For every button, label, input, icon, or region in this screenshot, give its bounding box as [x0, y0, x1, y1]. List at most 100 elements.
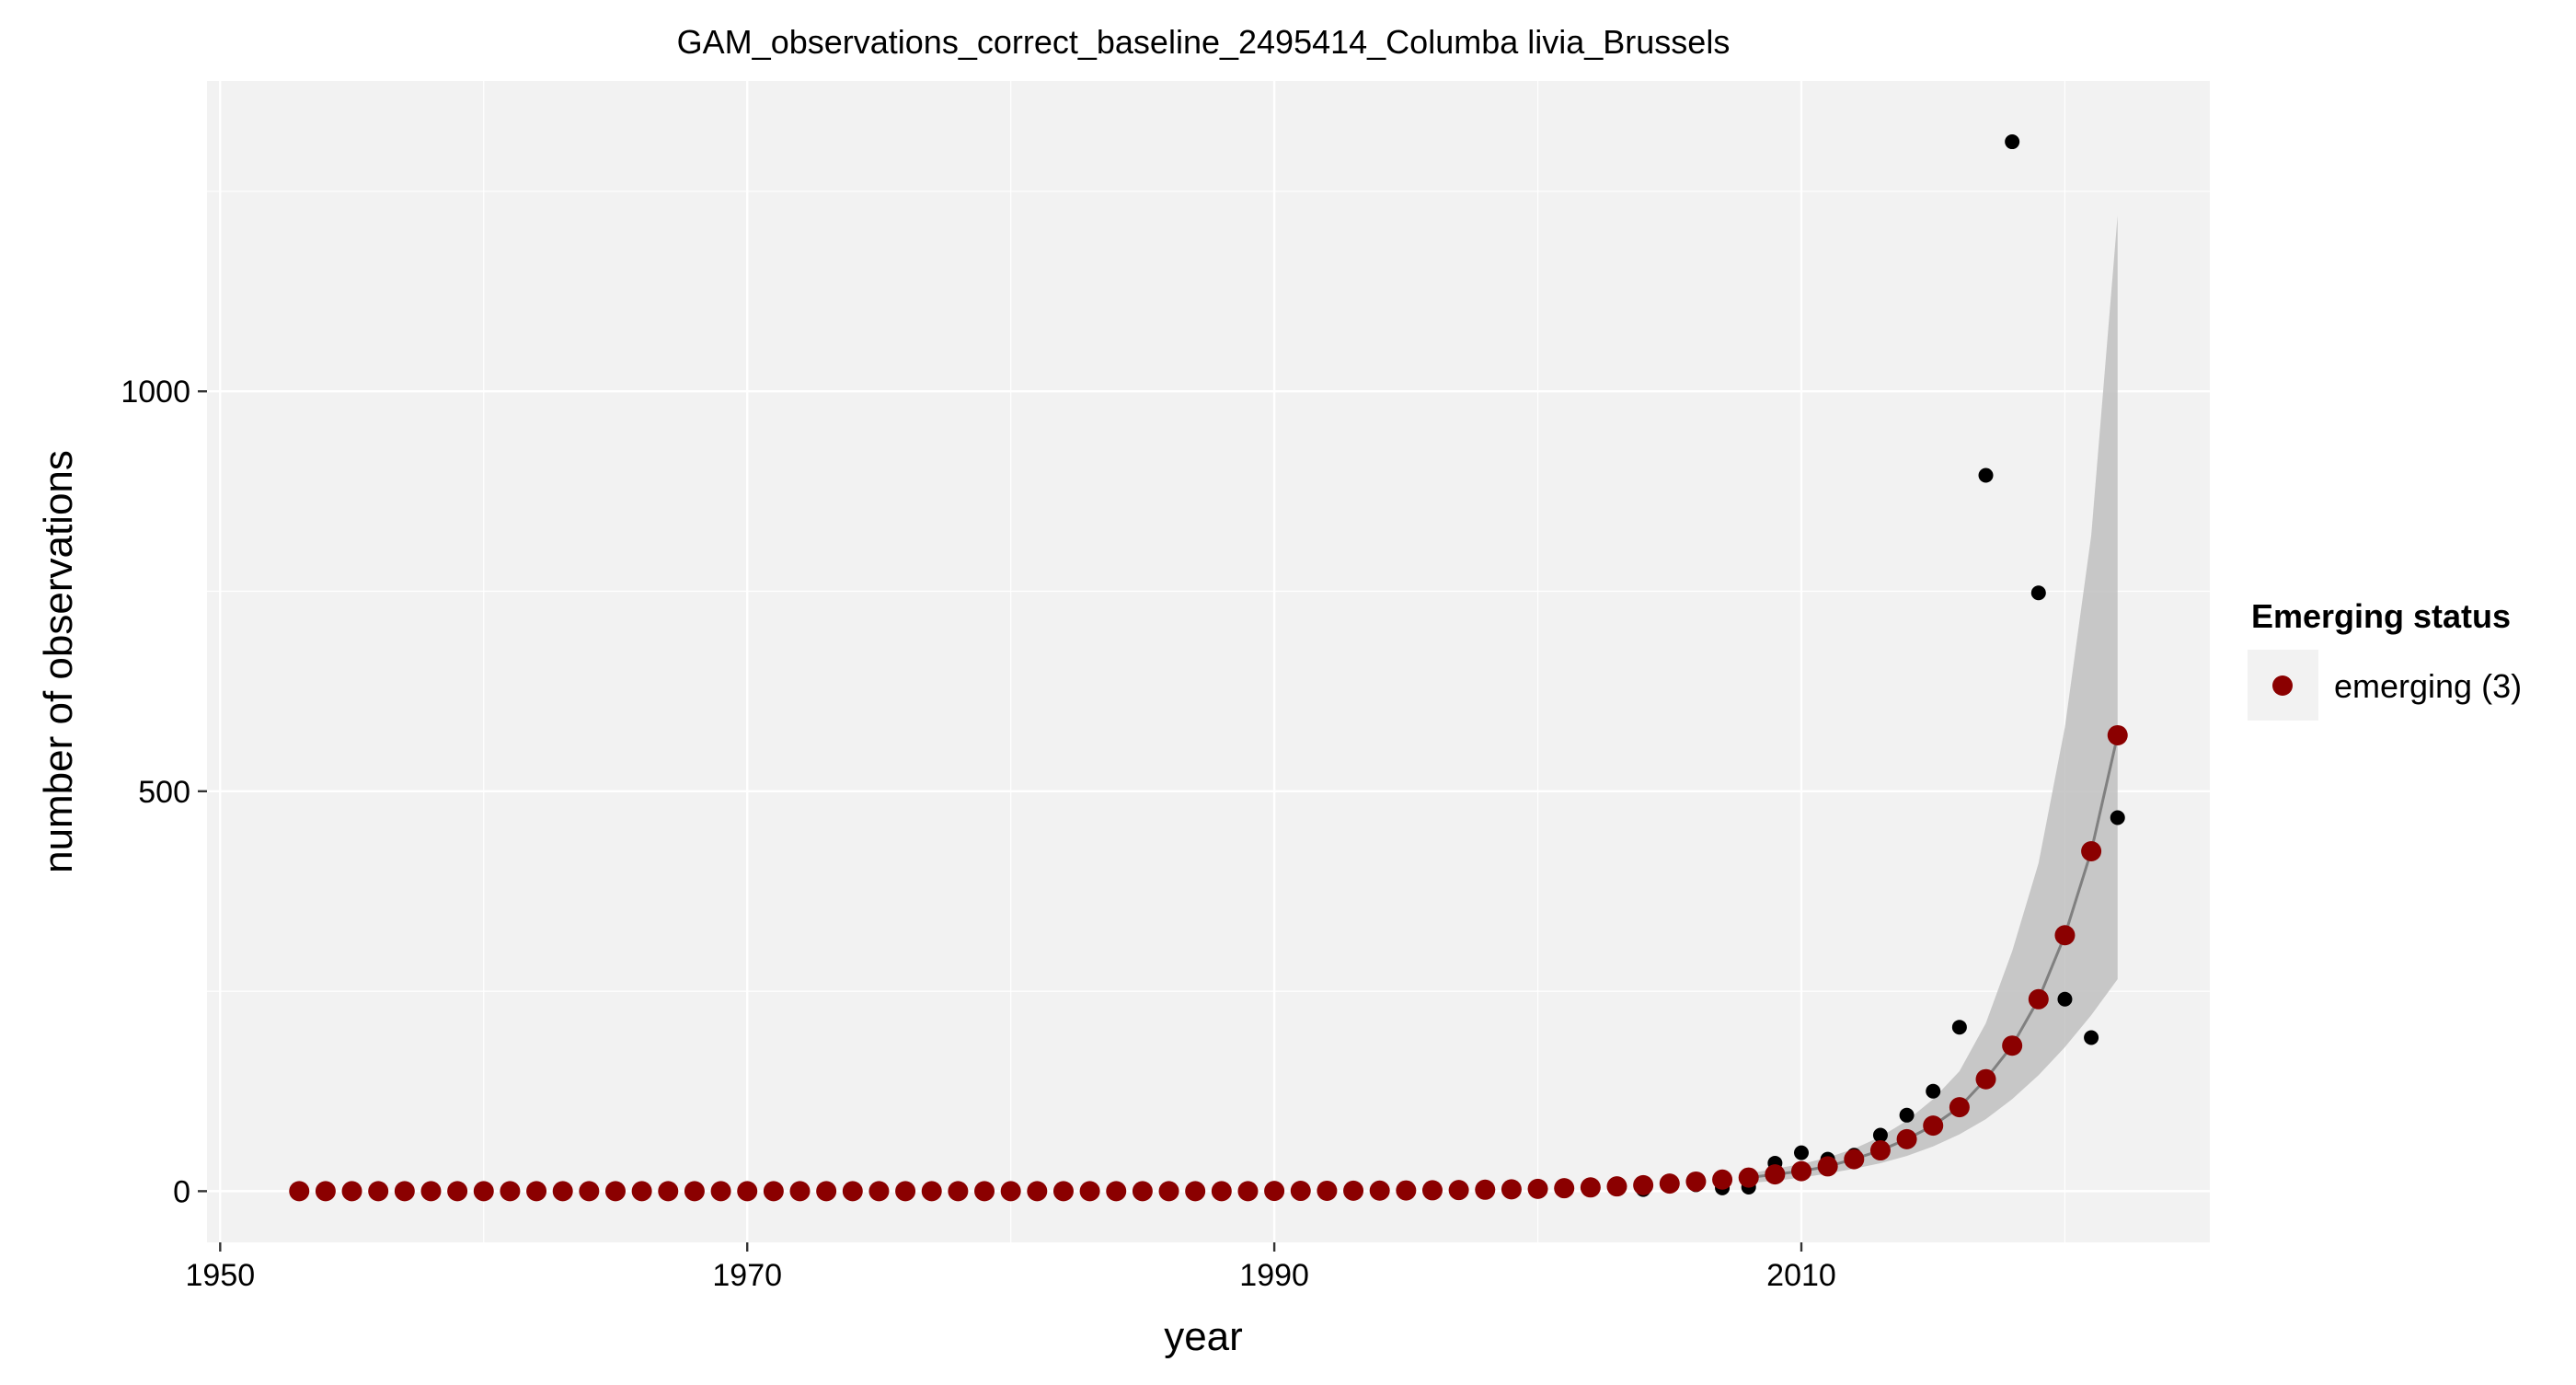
fitted-point	[1185, 1181, 1206, 1202]
fitted-point	[737, 1181, 758, 1202]
fitted-point	[842, 1181, 863, 1202]
observed-point	[2084, 1030, 2099, 1045]
fitted-point	[1237, 1181, 1259, 1202]
fitted-point	[1738, 1167, 1759, 1188]
fitted-point	[1896, 1128, 1917, 1149]
fitted-point	[500, 1181, 521, 1202]
legend-label: emerging (3)	[2334, 667, 2522, 705]
fitted-point	[1079, 1181, 1100, 1202]
fitted-point	[1712, 1169, 1733, 1190]
fitted-point	[658, 1181, 679, 1202]
fitted-point	[895, 1181, 916, 1202]
fitted-point	[1501, 1179, 1522, 1200]
fitted-point	[1685, 1171, 1707, 1192]
observed-point	[1794, 1145, 1810, 1160]
fitted-point	[1975, 1068, 1996, 1090]
y-axis-title: number of observations	[36, 450, 81, 873]
fitted-point	[2028, 988, 2049, 1010]
x-tick-label: 2010	[1766, 1258, 1836, 1293]
confidence-band-layer	[1748, 215, 2118, 1183]
fitted-point	[1554, 1178, 1575, 1199]
fitted-point	[447, 1181, 468, 1202]
observed-point	[2057, 991, 2073, 1007]
fitted-point	[1869, 1140, 1891, 1161]
fitted-point	[1211, 1181, 1232, 1202]
fitted-point	[2107, 724, 2128, 745]
fitted-point	[710, 1181, 731, 1202]
observed-point	[1872, 1127, 1888, 1143]
confidence-band	[1748, 215, 2118, 1183]
fitted-point	[2054, 925, 2076, 946]
observed-point	[2110, 810, 2125, 825]
observed-point	[2030, 585, 2046, 601]
fitted-point	[1158, 1181, 1179, 1202]
fitted-point	[684, 1181, 705, 1202]
fitted-point	[1791, 1160, 1812, 1182]
fitted-point	[1448, 1180, 1469, 1201]
fitted-point	[1264, 1181, 1285, 1202]
fitted-point	[394, 1181, 415, 1202]
x-tick-label: 1990	[1239, 1258, 1309, 1293]
y-tick-label: 1000	[121, 375, 190, 410]
x-tick-label: 1970	[712, 1258, 782, 1293]
fitted-point	[368, 1181, 389, 1202]
y-tick-label: 0	[173, 1174, 190, 1209]
chart-title: GAM_observations_correct_baseline_249541…	[677, 23, 1731, 61]
observed-point	[1926, 1083, 1941, 1099]
observed-point	[1951, 1020, 1967, 1035]
y-tick-label: 500	[138, 775, 190, 810]
fitted-point	[1633, 1174, 1654, 1195]
fitted-point	[1132, 1181, 1153, 1202]
plot-panel	[207, 81, 2210, 1242]
fitted-point	[1396, 1180, 1417, 1201]
fitted-point	[289, 1181, 310, 1202]
fitted-point	[974, 1181, 995, 1202]
fitted-point	[1527, 1178, 1548, 1199]
fitted-point	[1106, 1181, 1127, 1202]
fitted-point	[552, 1181, 573, 1202]
fitted-point	[526, 1181, 547, 1202]
legend-key-marker	[2272, 675, 2293, 696]
fitted-point	[1290, 1181, 1311, 1202]
fitted-point	[1421, 1180, 1443, 1201]
fitted-point	[579, 1181, 600, 1202]
legend-title: Emerging status	[2251, 597, 2511, 635]
fitted-point	[2002, 1035, 2023, 1056]
observed-point	[1899, 1107, 1915, 1123]
x-axis-title: year	[1164, 1314, 1243, 1359]
fitted-point	[473, 1181, 494, 1202]
fitted-point	[1052, 1181, 1074, 1202]
fitted-point	[1580, 1177, 1601, 1198]
fitted-point	[948, 1181, 969, 1202]
fitted-point	[1475, 1179, 1496, 1200]
observed-point	[2005, 134, 2020, 150]
legend: Emerging status emerging (3)	[2248, 597, 2522, 721]
fitted-point	[341, 1181, 362, 1202]
fitted-point	[816, 1181, 837, 1202]
fitted-point	[1027, 1181, 1048, 1202]
fitted-point	[1317, 1180, 1338, 1201]
fitted-point	[1765, 1164, 1786, 1185]
fitted-point	[1369, 1180, 1390, 1201]
fitted-point	[1817, 1156, 1838, 1177]
fitted-point	[315, 1181, 336, 1202]
y-axis: 0 500 1000	[121, 375, 207, 1209]
fitted-point	[420, 1181, 442, 1202]
observed-point	[1978, 467, 1994, 483]
fitted-point	[1000, 1181, 1021, 1202]
fitted-point	[1606, 1176, 1627, 1197]
fitted-point	[1343, 1180, 1364, 1201]
fitted-point	[1844, 1148, 1865, 1170]
grid-minor	[207, 81, 2210, 1242]
fitted-point	[1949, 1097, 1970, 1118]
fitted-point	[2081, 840, 2102, 861]
fitted-point	[789, 1181, 811, 1202]
x-tick-label: 1950	[186, 1258, 256, 1293]
fitted-point	[868, 1181, 890, 1202]
x-axis: 1950 1970 1990 2010	[186, 1242, 1836, 1293]
fitted-point	[1923, 1115, 1944, 1137]
fitted-point	[1659, 1173, 1680, 1195]
fitted-points	[289, 724, 2128, 1202]
